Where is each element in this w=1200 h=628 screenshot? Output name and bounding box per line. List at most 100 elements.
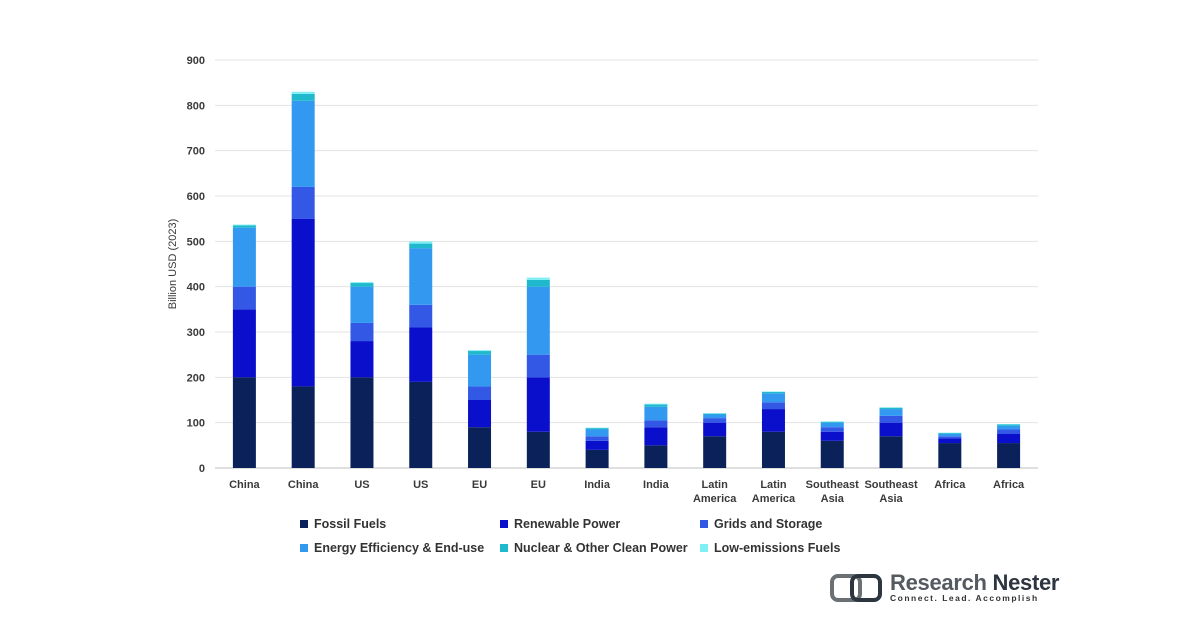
legend-swatch (300, 544, 308, 552)
legend-label: Renewable Power (514, 517, 621, 531)
logo-name: Research Nester (890, 570, 1059, 596)
bar-segment (232, 286, 256, 310)
bar-segment (997, 425, 1021, 430)
y-tick-label: 700 (187, 146, 205, 158)
bar-segment (820, 440, 844, 468)
x-tick-label: EU (472, 479, 487, 491)
bar-segment (997, 434, 1021, 444)
y-axis-title: Billion USD (2023) (167, 219, 179, 309)
bar-segment (468, 350, 492, 352)
gridlines (215, 59, 1038, 469)
y-axis-ticks: 0 100 200 300 400 500 600 700 800 900 (187, 55, 205, 475)
y-tick-label: 300 (187, 327, 205, 339)
bar-segment (761, 409, 785, 432)
bar-segment (526, 431, 550, 468)
y-tick-label: 0 (199, 463, 205, 475)
bar-segment (644, 404, 668, 407)
bar-segment (585, 449, 609, 468)
bar-segment (291, 91, 315, 94)
bar-segment (291, 100, 315, 187)
bar-segment (291, 386, 315, 468)
bar-segment (409, 241, 433, 244)
legend-swatch (700, 544, 708, 552)
x-tick-label: EU (531, 479, 546, 491)
bar-segment (761, 391, 785, 394)
legend-item-fossil-fuels: Fossil Fuels (300, 517, 500, 531)
bar-segment (703, 413, 727, 415)
bar-segment (644, 406, 668, 421)
bar-segment (938, 433, 962, 434)
bar-segment (232, 225, 256, 228)
bar-segment (232, 224, 256, 226)
legend: Fossil Fuels Renewable Power Grids and S… (300, 512, 900, 560)
bar-segment (820, 422, 844, 428)
legend-label: Nuclear & Other Clean Power (514, 541, 688, 555)
bar-segment (409, 327, 433, 382)
bar-segment (820, 421, 844, 423)
legend-row-2: Energy Efficiency & End-use Nuclear & Ot… (300, 536, 900, 560)
legend-swatch (500, 520, 508, 528)
bar-segment (585, 429, 609, 437)
x-tick-label: US (413, 479, 428, 491)
x-axis-ticks: China China US US EU EU India India Latin America… (229, 479, 1025, 505)
bar-segment (291, 94, 315, 101)
legend-swatch (700, 520, 708, 528)
bar-segment (409, 381, 433, 468)
bar-segment (350, 322, 374, 342)
bar-segment (468, 427, 492, 468)
y-tick-label: 200 (187, 372, 205, 384)
bar-segment (938, 434, 962, 437)
bar-segment (879, 436, 903, 468)
bar-segment (232, 377, 256, 468)
bar-segment (468, 386, 492, 400)
bar-segment (879, 407, 903, 410)
x-tick-label: China (288, 479, 319, 491)
legend-item-energy-efficiency: Energy Efficiency & End-use (300, 541, 500, 555)
y-tick-label: 400 (187, 282, 205, 294)
bar-segment (761, 402, 785, 410)
bar-segment (526, 277, 550, 280)
y-tick-label: 100 (187, 418, 205, 430)
logo-mark-icon (830, 574, 882, 602)
x-tick-label: China (229, 479, 260, 491)
bar-segment (820, 427, 844, 432)
bar-segment (291, 186, 315, 219)
bar-segment (585, 440, 609, 450)
bar-segment (409, 248, 433, 305)
x-tick-label: US (354, 479, 369, 491)
bar-segment (761, 431, 785, 468)
bar-segment (526, 279, 550, 287)
bar-segment (703, 418, 727, 423)
bar-segment (468, 351, 492, 355)
legend-swatch (300, 520, 308, 528)
bar-segment (585, 428, 609, 430)
bar-segment (997, 443, 1021, 468)
bar-segment (350, 282, 374, 284)
bar-segment (350, 283, 374, 287)
x-tick-label: Southeast Asia (864, 479, 918, 505)
x-tick-label: Africa (934, 479, 966, 491)
bar-segment (585, 436, 609, 441)
x-tick-label: India (584, 479, 611, 491)
bar-segment (703, 414, 727, 419)
x-tick-label: Africa (993, 479, 1025, 491)
bar-segment (350, 377, 374, 468)
bar-segment (938, 443, 962, 468)
bar-segment (938, 436, 962, 439)
logo-name-part1: Research (890, 570, 993, 595)
bar-segment (938, 438, 962, 444)
bar-segment (644, 403, 668, 405)
legend-row-1: Fossil Fuels Renewable Power Grids and S… (300, 512, 900, 536)
legend-label: Energy Efficiency & End-use (314, 541, 485, 555)
legend-item-nuclear: Nuclear & Other Clean Power (500, 541, 700, 555)
bar-segment (644, 420, 668, 428)
bar-segment (526, 354, 550, 378)
bar-segment (997, 429, 1021, 434)
bar-segment (526, 377, 550, 432)
bar-segment (879, 409, 903, 416)
legend-item-grids-storage: Grids and Storage (700, 517, 900, 531)
legend-swatch (500, 544, 508, 552)
research-nester-logo: Research Nester Connect. Lead. Accomplis… (830, 570, 1059, 606)
bar-segment (644, 427, 668, 446)
